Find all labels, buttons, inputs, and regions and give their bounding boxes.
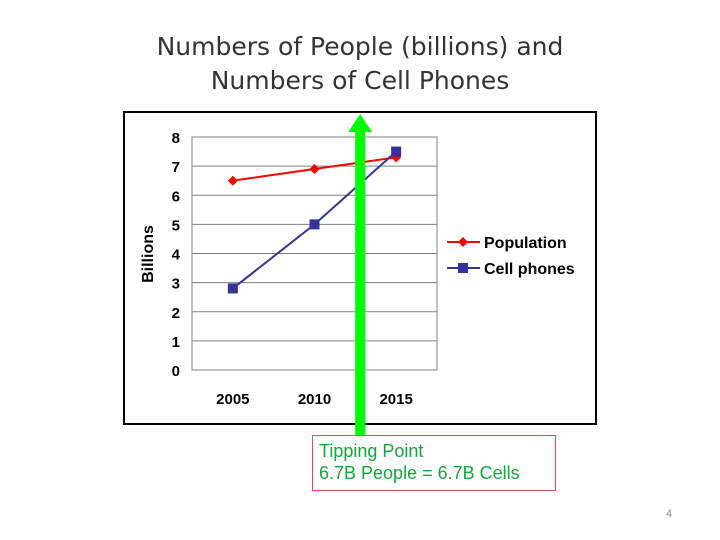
tipping-point-arrow xyxy=(348,114,373,442)
x-tick-label: 2010 xyxy=(298,391,331,408)
y-tick-label: 0 xyxy=(172,363,180,380)
data-point-population xyxy=(227,175,238,186)
y-tick-label: 4 xyxy=(172,247,181,264)
legend-marker xyxy=(458,263,468,273)
slide-title-line-2: Numbers of Cell Phones xyxy=(210,66,510,95)
data-point-population xyxy=(309,164,320,175)
page-number: 4 xyxy=(666,508,673,520)
series-cell-phones xyxy=(227,146,402,294)
callout-line-2: 6.7B People = 6.7B Cells xyxy=(319,463,520,483)
slide-title-line-1: Numbers of People (billions) and xyxy=(156,32,564,61)
y-tick-label: 3 xyxy=(172,276,180,293)
y-tick-label: 7 xyxy=(172,159,180,176)
legend-label: Cell phones xyxy=(484,261,575,278)
callout-line-1: Tipping Point xyxy=(319,441,424,461)
legend-label: Population xyxy=(484,235,567,252)
y-axis-label: Billions xyxy=(140,225,157,283)
data-point-cell-phones xyxy=(227,283,238,294)
data-point-cell-phones xyxy=(391,146,402,157)
legend-entry-cell-phones: Cell phones xyxy=(447,261,575,278)
x-axis-tick-labels: 2005 2010 2015 xyxy=(216,391,413,408)
x-tick-label: 2015 xyxy=(379,391,412,408)
series xyxy=(227,146,402,294)
legend-entry-population: Population xyxy=(447,235,567,252)
y-axis-tick-labels: 0 1 2 3 4 5 6 7 8 xyxy=(172,130,181,380)
data-point-cell-phones xyxy=(309,219,320,230)
y-tick-label: 1 xyxy=(172,334,180,351)
y-tick-label: 5 xyxy=(172,217,180,234)
y-tick-label: 2 xyxy=(172,305,180,322)
tipping-point-callout: Tipping Point 6.7B People = 6.7B Cells xyxy=(312,435,556,491)
x-tick-label: 2005 xyxy=(216,391,249,408)
arrow-head xyxy=(348,114,373,132)
legend-marker xyxy=(458,237,468,247)
y-tick-label: 8 xyxy=(172,130,180,147)
y-tick-label: 6 xyxy=(172,188,180,205)
slide-title: Numbers of People (billions) and Numbers… xyxy=(0,30,720,98)
arrow-shaft xyxy=(355,130,366,442)
legend: Population Cell phones xyxy=(447,235,575,278)
